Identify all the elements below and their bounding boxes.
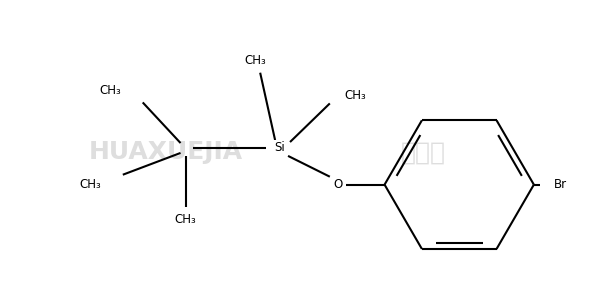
Text: O: O	[333, 178, 342, 191]
Text: Si: Si	[274, 142, 286, 154]
Text: Br: Br	[554, 178, 567, 191]
Text: CH₃: CH₃	[79, 178, 101, 191]
Text: CH₃: CH₃	[244, 54, 266, 67]
Text: HUAXUEJIA: HUAXUEJIA	[88, 140, 243, 164]
Text: 花学加: 花学加	[401, 140, 446, 164]
Text: CH₃: CH₃	[175, 213, 196, 226]
Text: CH₃: CH₃	[99, 84, 121, 97]
Text: CH₃: CH₃	[345, 89, 366, 102]
